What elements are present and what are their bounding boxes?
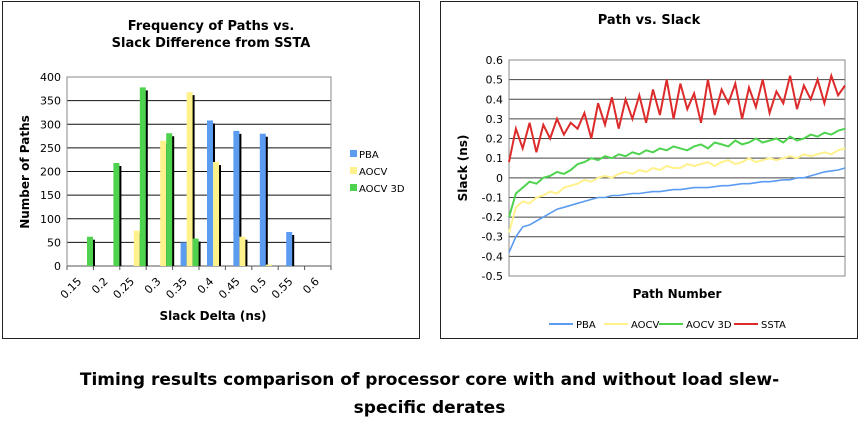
legend-label: SSTA bbox=[761, 320, 786, 331]
y-tick-label: -0.1 bbox=[482, 191, 503, 204]
x-tick-label: 0.5 bbox=[248, 275, 270, 297]
y-tick-label: 200 bbox=[40, 166, 61, 179]
legend-label: PBA bbox=[359, 150, 379, 161]
line-pba bbox=[508, 167, 846, 253]
y-tick-label: 0 bbox=[496, 172, 503, 185]
x-tick-label: 0.2 bbox=[89, 275, 111, 297]
bar-aocv-3d bbox=[113, 162, 120, 266]
chart-title: Path vs. Slack bbox=[598, 13, 701, 28]
legend-label: AOCV 3D bbox=[359, 184, 405, 195]
y-tick-label: -0.2 bbox=[482, 211, 503, 224]
y-tick-label: -0.5 bbox=[482, 270, 503, 283]
bar-aocv-3d bbox=[139, 87, 146, 267]
legend-swatch bbox=[350, 150, 357, 157]
slack-line-chart-panel: Path vs. Slack -0.5 -0.4 -0.3 -0.2 -0.1 0 0.1 0.… bbox=[440, 1, 858, 339]
bar-aocv-3d bbox=[166, 133, 173, 266]
y-tick-label: 0.6 bbox=[486, 54, 504, 67]
y-tick-label: 0.2 bbox=[486, 133, 504, 146]
bar-pba bbox=[286, 231, 293, 266]
figure-caption-line-2: specific derates bbox=[353, 398, 506, 418]
legend-label: AOCV bbox=[359, 167, 388, 178]
y-tick-label: 300 bbox=[40, 118, 61, 131]
y-tick-label: 50 bbox=[47, 236, 61, 249]
y-tick-label: 0.1 bbox=[486, 152, 504, 165]
bar-aocv bbox=[133, 230, 140, 266]
legend-label: PBA bbox=[576, 320, 596, 331]
y-tick-label: 0 bbox=[54, 260, 61, 273]
y-axis-label: Slack (ns) bbox=[456, 135, 470, 202]
legend-label: AOCV bbox=[631, 320, 660, 331]
bar-aocv-3d bbox=[192, 238, 199, 266]
slack-line-chart: Path vs. Slack -0.5 -0.4 -0.3 -0.2 -0.1 0 0.1 0.… bbox=[456, 13, 846, 331]
legend-swatch bbox=[350, 184, 357, 191]
bar-aocv bbox=[160, 140, 167, 266]
bar-aocv bbox=[186, 92, 193, 267]
histogram-chart-panel: Frequency of Paths vs. Slack Difference f… bbox=[2, 1, 420, 339]
x-tick-label: 0.35 bbox=[163, 275, 190, 302]
chart-title: Frequency of Paths vs. bbox=[128, 19, 295, 34]
bar-pba bbox=[207, 120, 213, 266]
x-tick-label: 0.45 bbox=[216, 275, 243, 302]
y-tick-label: 400 bbox=[40, 71, 61, 84]
chart-title: Slack Difference from SSTA bbox=[112, 36, 311, 51]
histogram-chart: Frequency of Paths vs. Slack Difference f… bbox=[18, 19, 405, 323]
bar-aocv bbox=[239, 236, 246, 266]
y-tick-label: -0.3 bbox=[482, 231, 503, 244]
y-tick-label: 0.4 bbox=[486, 93, 504, 106]
y-tick-label: 100 bbox=[40, 213, 61, 226]
bar-aocv-3d bbox=[87, 236, 93, 266]
line-aocv-3d bbox=[508, 127, 846, 218]
y-tick-label: 250 bbox=[40, 142, 61, 155]
bar-pba bbox=[180, 242, 187, 266]
bar-pba bbox=[259, 133, 266, 266]
x-tick-label: 0.15 bbox=[58, 275, 85, 302]
bar-aocv bbox=[265, 264, 272, 266]
bar-aocv bbox=[213, 162, 219, 266]
line-ssta bbox=[508, 72, 846, 163]
legend-swatch bbox=[350, 167, 357, 174]
y-tick-label: -0.4 bbox=[482, 250, 503, 263]
y-axis-label: Number of Paths bbox=[18, 115, 32, 229]
x-tick-label: 0.3 bbox=[142, 275, 164, 297]
x-axis-label: Slack Delta (ns) bbox=[159, 309, 266, 323]
figure-caption-line-1: Timing results comparison of processor c… bbox=[79, 370, 780, 390]
x-tick-label: 0.4 bbox=[195, 275, 217, 297]
legend-label: AOCV 3D bbox=[686, 320, 732, 331]
x-axis-label: Path Number bbox=[633, 287, 722, 301]
y-tick-label: 0.3 bbox=[486, 113, 504, 126]
y-tick-label: 350 bbox=[40, 95, 61, 108]
x-tick-label: 0.25 bbox=[111, 275, 138, 302]
y-tick-label: 150 bbox=[40, 189, 61, 202]
y-tick-label: 0.5 bbox=[486, 74, 504, 87]
line-aocv bbox=[508, 147, 846, 234]
x-tick-label: 0.6 bbox=[300, 275, 322, 297]
x-tick-label: 0.55 bbox=[269, 275, 296, 302]
bar-pba bbox=[233, 130, 240, 266]
